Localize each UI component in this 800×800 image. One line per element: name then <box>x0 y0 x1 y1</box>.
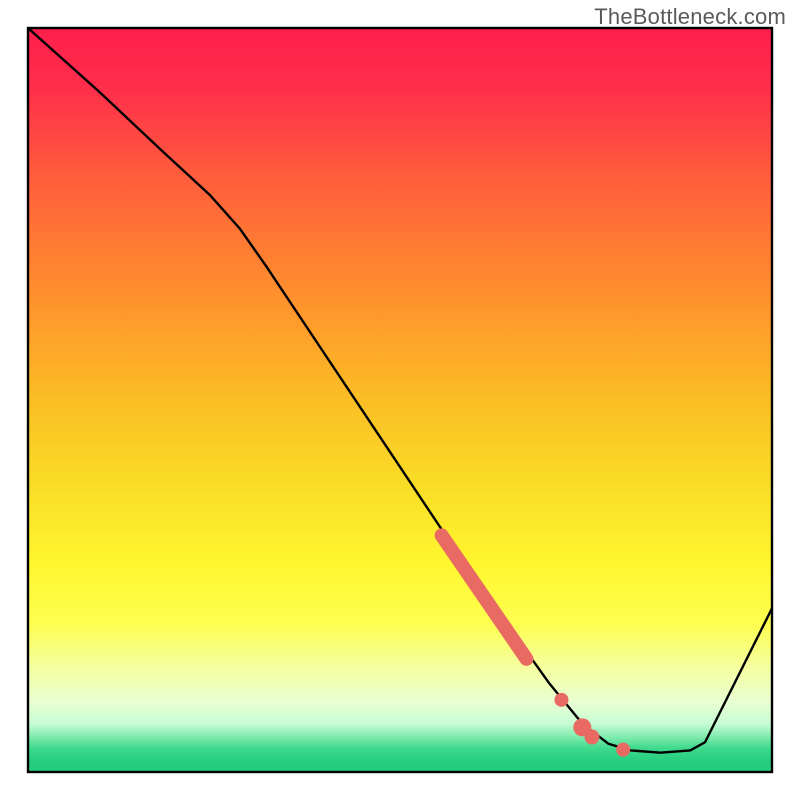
highlight-dot-0 <box>554 693 568 707</box>
bottleneck-chart-frame: TheBottleneck.com <box>0 0 800 800</box>
watermark-text: TheBottleneck.com <box>594 4 786 30</box>
gradient-background <box>28 28 772 772</box>
highlight-dot-3 <box>616 743 630 757</box>
bottleneck-chart <box>0 0 800 800</box>
highlight-dot-2 <box>584 730 599 745</box>
